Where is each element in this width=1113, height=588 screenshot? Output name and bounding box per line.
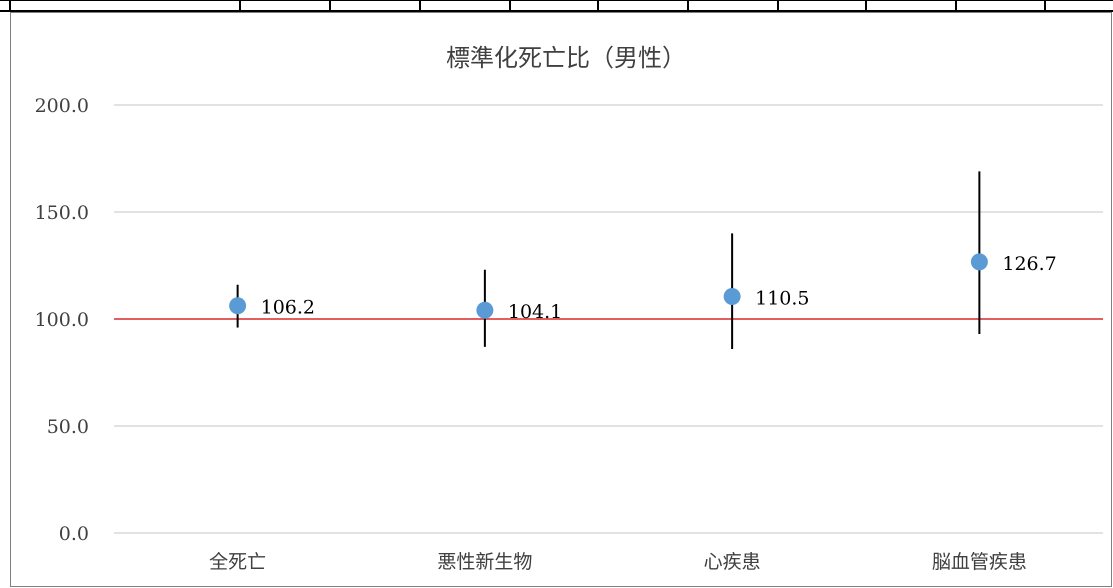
chart-frame: 標準化死亡比（男性） 0.0 50.0 100.0 150.0 200.0 106.2 1… [10, 12, 1112, 587]
data-label: 106.2 [261, 297, 315, 319]
y-tick-label: 0.0 [59, 523, 89, 545]
y-tick-label: 150.0 [35, 202, 89, 224]
x-category-label: 全死亡 [209, 551, 266, 573]
y-tick-label: 50.0 [47, 416, 89, 438]
data-label: 110.5 [755, 288, 809, 310]
y-axis-ticks: 0.0 50.0 100.0 150.0 200.0 [35, 95, 89, 545]
data-point [970, 253, 988, 271]
data-points [229, 253, 988, 319]
data-point [723, 288, 741, 306]
data-labels: 106.2 104.1 110.5 126.7 [261, 253, 1057, 323]
error-bars [236, 171, 981, 349]
x-category-label: 悪性新生物 [437, 551, 532, 573]
data-point [476, 301, 494, 319]
table-strip-lines [0, 0, 1113, 12]
x-axis-categories: 全死亡 悪性新生物 心疾患 脳血管疾患 [209, 551, 1027, 573]
chart-title: 標準化死亡比（男性） [446, 44, 686, 72]
y-tick-label: 100.0 [35, 309, 89, 331]
table-strip [0, 0, 1113, 12]
data-point [229, 297, 247, 315]
data-label: 126.7 [1002, 253, 1056, 275]
data-label: 104.1 [508, 301, 562, 323]
y-tick-label: 200.0 [35, 95, 89, 117]
x-category-label: 心疾患 [704, 551, 761, 573]
x-category-label: 脳血管疾患 [932, 551, 1027, 573]
